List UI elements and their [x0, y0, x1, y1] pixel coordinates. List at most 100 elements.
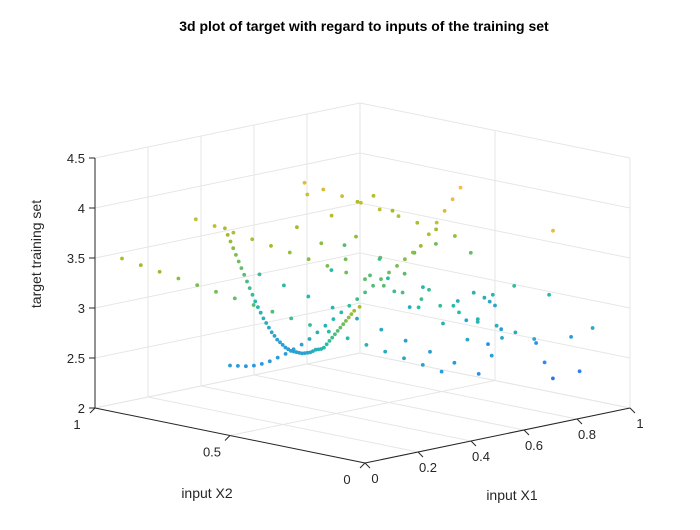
- data-point: [354, 234, 358, 239]
- data-point: [252, 363, 256, 368]
- data-point: [352, 308, 357, 313]
- data-point: [434, 220, 439, 225]
- x-tick-mark: [576, 418, 583, 425]
- data-point: [319, 347, 324, 351]
- z-tick-label: 4: [78, 201, 85, 216]
- grid-line: [359, 102, 631, 159]
- data-point: [402, 356, 406, 361]
- data-point: [257, 272, 262, 277]
- grid-line: [229, 380, 496, 436]
- data-point: [357, 305, 362, 309]
- z-tick-label: 3.5: [67, 251, 85, 266]
- y-tick-mark: [359, 462, 366, 469]
- data-point: [349, 312, 354, 316]
- data-point: [471, 290, 476, 295]
- data-point: [250, 237, 255, 242]
- data-point: [329, 213, 334, 218]
- data-point: [275, 337, 280, 342]
- grid-line: [94, 252, 361, 309]
- data-point: [270, 309, 275, 314]
- data-point: [468, 250, 473, 255]
- data-point: [347, 303, 352, 308]
- data-point: [323, 323, 328, 328]
- data-point: [383, 349, 388, 354]
- data-point: [327, 339, 332, 343]
- data-point: [390, 208, 395, 213]
- data-point: [512, 284, 517, 288]
- axes: [89, 157, 636, 469]
- data-point: [415, 220, 420, 225]
- data-point: [251, 303, 256, 307]
- data-point: [214, 289, 218, 294]
- data-point: [236, 364, 240, 368]
- y-tick-label: 0: [343, 472, 350, 487]
- data-point: [329, 268, 334, 272]
- data-point: [355, 316, 359, 321]
- x-tick-mark: [523, 429, 530, 436]
- data-point: [420, 363, 425, 367]
- data-point: [368, 273, 372, 278]
- data-point: [259, 362, 264, 366]
- data-point: [223, 226, 227, 231]
- data-point: [232, 296, 237, 301]
- data-point: [306, 294, 311, 299]
- data-point: [499, 327, 504, 332]
- data-point: [493, 303, 497, 308]
- data-point: [176, 276, 181, 281]
- data-point: [482, 295, 487, 300]
- data-point: [345, 336, 350, 341]
- data-point: [340, 194, 344, 199]
- data-point: [344, 319, 348, 323]
- grid-line: [94, 202, 361, 259]
- data-point: [411, 250, 415, 255]
- x-tick-label: 0.8: [578, 427, 596, 442]
- data-point: [439, 369, 444, 374]
- data-point: [450, 197, 455, 202]
- data-point: [396, 214, 401, 219]
- data-point: [464, 318, 469, 323]
- x-tick-mark: [470, 440, 477, 447]
- data-point: [335, 329, 340, 333]
- data-point: [379, 327, 384, 332]
- data-point: [307, 337, 312, 341]
- x-tick-label: 0: [371, 471, 378, 486]
- data-point: [465, 337, 470, 342]
- y-tick-mark: [224, 435, 231, 441]
- data-point: [377, 207, 382, 212]
- data-point: [381, 283, 386, 288]
- grid-line: [94, 302, 361, 359]
- data-point: [500, 336, 504, 340]
- data-point: [247, 286, 252, 290]
- data-point: [286, 347, 291, 352]
- grid-line: [94, 352, 361, 409]
- data-point: [428, 349, 432, 354]
- data-point: [326, 329, 331, 334]
- data-point: [452, 360, 457, 365]
- data-point: [331, 317, 336, 321]
- data-point: [490, 292, 495, 297]
- data-point: [344, 270, 349, 275]
- data-point: [291, 347, 296, 352]
- x-tick-label: 0.6: [525, 438, 543, 453]
- grid-line: [359, 252, 631, 309]
- x-tick-mark: [417, 451, 424, 458]
- data-point: [458, 185, 463, 190]
- data-point: [242, 272, 247, 277]
- y-axis-label: input X2: [181, 485, 233, 501]
- data-point: [272, 334, 277, 338]
- data-point: [315, 330, 320, 335]
- data-point: [342, 243, 347, 248]
- data-point: [321, 187, 326, 192]
- data-point: [287, 250, 292, 255]
- data-point: [338, 325, 343, 330]
- data-point: [302, 180, 307, 185]
- data-point: [434, 227, 438, 232]
- data-point: [513, 330, 518, 335]
- data-point: [442, 209, 447, 213]
- data-point: [269, 244, 273, 248]
- data-point: [547, 292, 551, 297]
- z-tick-label: 2: [78, 401, 85, 416]
